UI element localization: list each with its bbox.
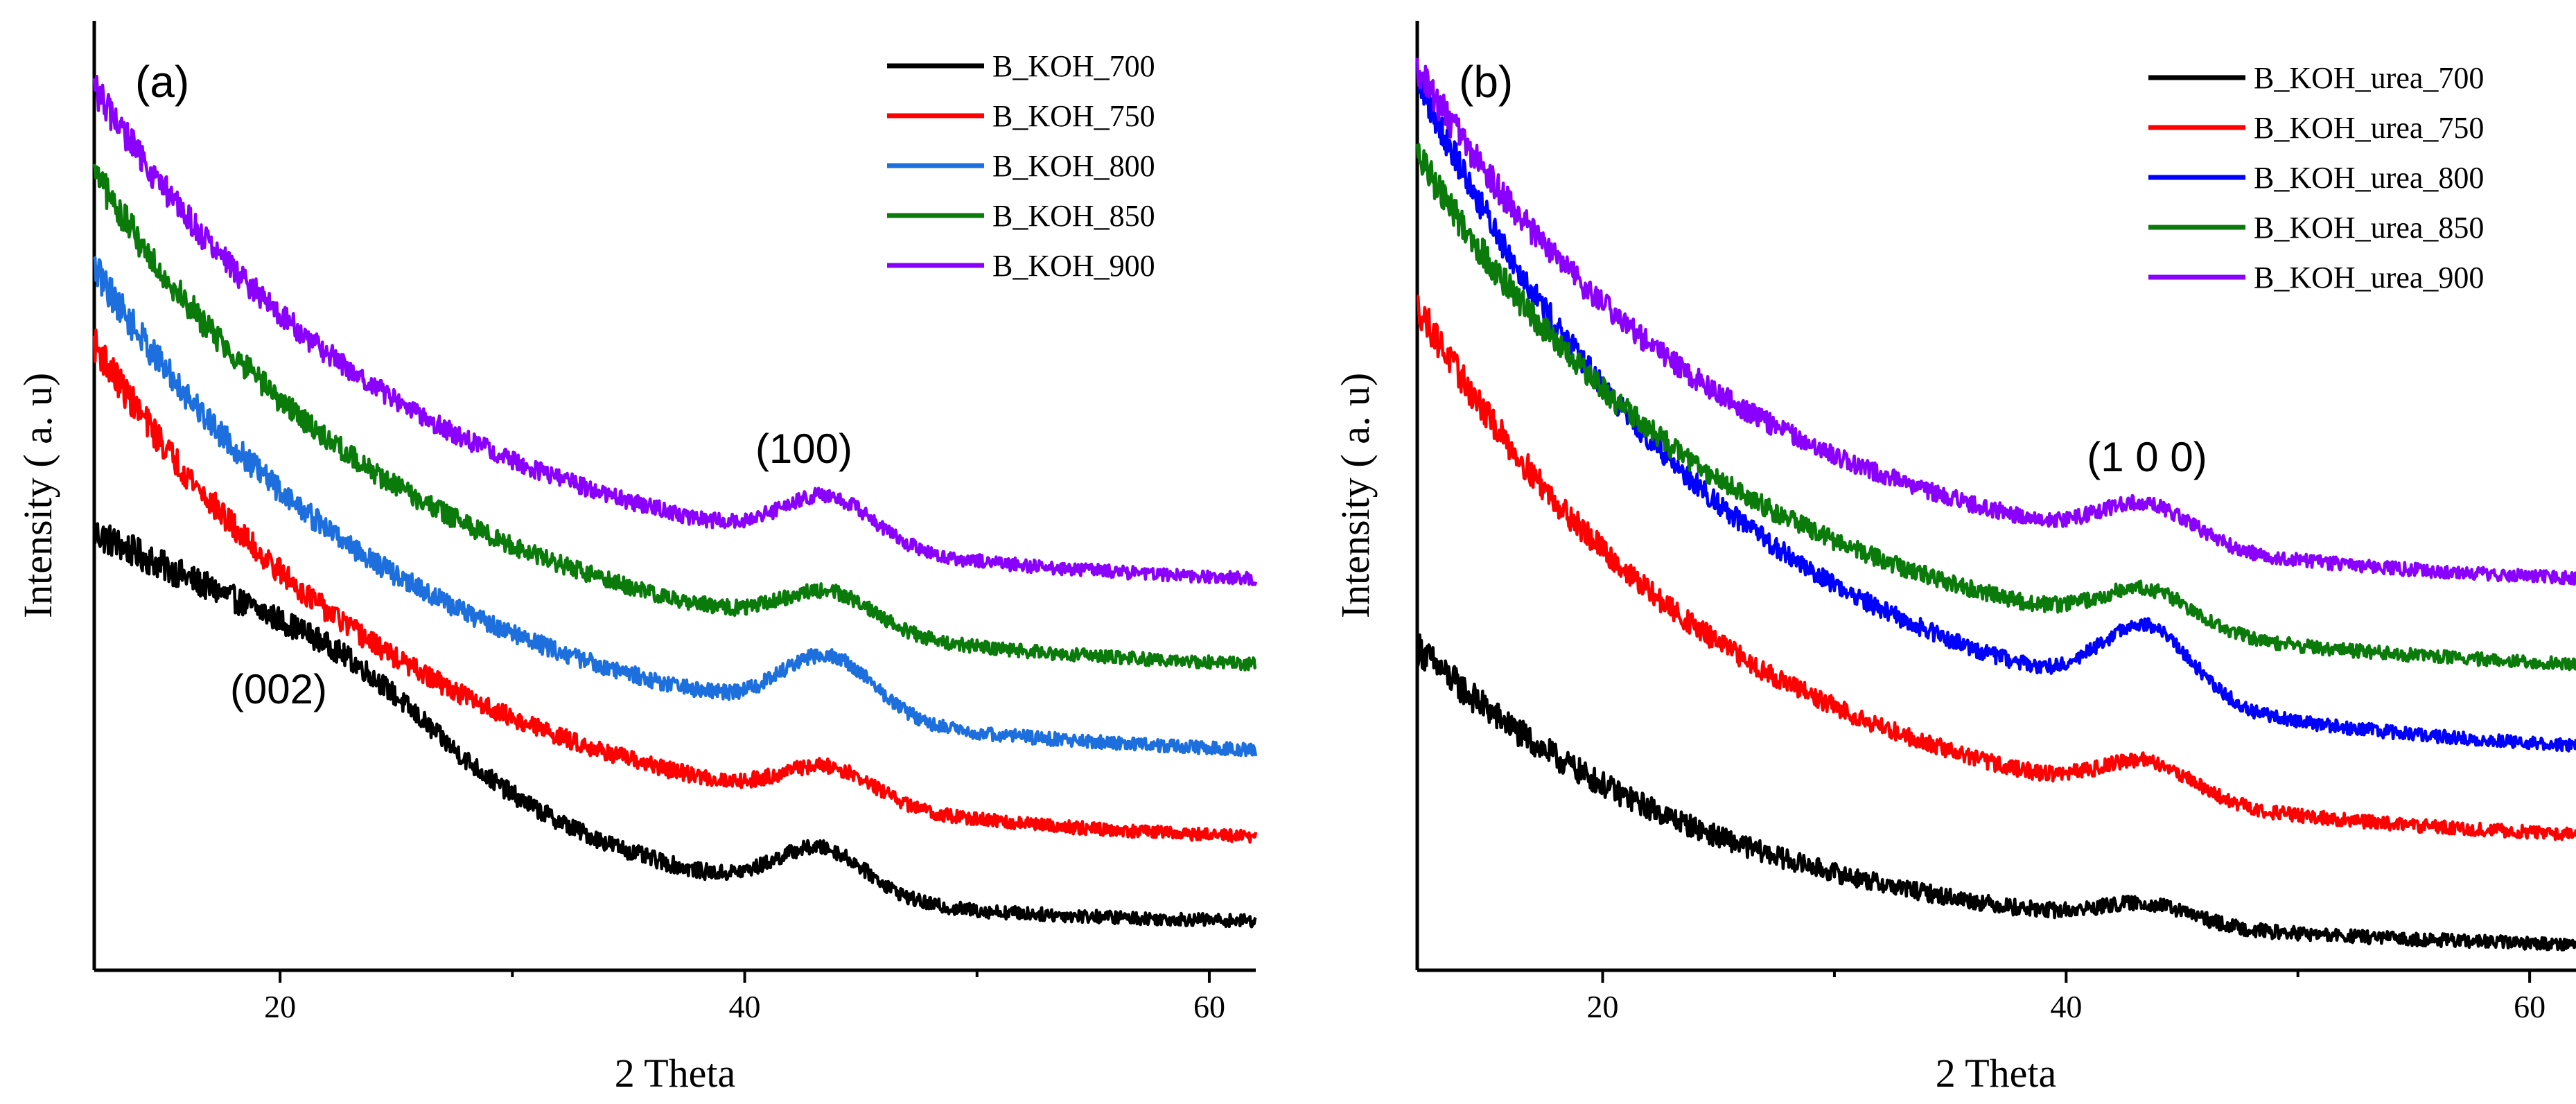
- series-group: [1415, 58, 2576, 952]
- peak-annotation-100: (100): [755, 426, 852, 472]
- x-tick-label: 60: [1193, 989, 1225, 1024]
- x-ticks: 20 40 60: [1587, 970, 2546, 1024]
- panel-label: (b): [1459, 57, 1513, 107]
- legend-label: B_KOH_urea_800: [2254, 161, 2484, 195]
- series-line-B_KOH_750: [92, 328, 1258, 844]
- peak-annotation-002: (002): [230, 666, 327, 712]
- x-axis-title: 2 Theta: [615, 1051, 735, 1096]
- y-axis-title: Intensity ( a. u): [1333, 373, 1378, 618]
- x-tick-label: 20: [264, 989, 296, 1024]
- x-tick-label: 60: [2514, 989, 2546, 1024]
- series-line-B_KOH_800: [92, 256, 1258, 757]
- legend: B_KOH_urea_700 B_KOH_urea_750 B_KOH_urea_8…: [2148, 61, 2484, 295]
- panel-label: (a): [135, 57, 189, 107]
- legend: B_KOH_700 B_KOH_750 B_KOH_800 B_KOH_850 B_KO…: [887, 49, 1155, 283]
- legend-label: B_KOH_750: [992, 99, 1155, 133]
- legend-label: B_KOH_urea_850: [2254, 211, 2484, 245]
- series-line-B_KOH_urea_850: [1415, 143, 2576, 672]
- legend-label: B_KOH_700: [992, 49, 1155, 83]
- series-line-B_KOH_900: [92, 75, 1258, 586]
- legend-label: B_KOH_900: [992, 249, 1155, 283]
- legend-label: B_KOH_urea_700: [2254, 61, 2484, 95]
- legend-label: B_KOH_urea_750: [2254, 111, 2484, 145]
- series-line-B_KOH_850: [92, 164, 1257, 672]
- peak-annotation-100: (1 0 0): [2087, 434, 2207, 480]
- series-line-B_KOH_700: [92, 522, 1257, 929]
- x-ticks: 20 40 60: [264, 970, 1225, 1024]
- x-tick-label: 40: [2050, 989, 2082, 1024]
- x-tick-label: 40: [729, 989, 761, 1024]
- series-line-B_KOH_urea_900: [1415, 58, 2576, 586]
- y-axis-title: Intensity ( a. u): [15, 373, 60, 618]
- x-tick-label: 20: [1587, 989, 1619, 1024]
- series-line-B_KOH_urea_700: [1415, 633, 2576, 952]
- panel-b: 20 40 60 2 Theta Intensity ( a. u) (b) (1 …: [1333, 21, 2576, 1096]
- legend-label: B_KOH_800: [992, 149, 1155, 183]
- x-axis-title: 2 Theta: [1936, 1051, 2056, 1096]
- panel-a: 20 40 60 2 Theta Intensity ( a. u) (a) (10…: [15, 21, 1258, 1096]
- series-group: [92, 75, 1258, 929]
- series-line-B_KOH_urea_750: [1416, 295, 2576, 841]
- legend-label: B_KOH_850: [992, 199, 1155, 233]
- legend-label: B_KOH_urea_900: [2254, 261, 2484, 295]
